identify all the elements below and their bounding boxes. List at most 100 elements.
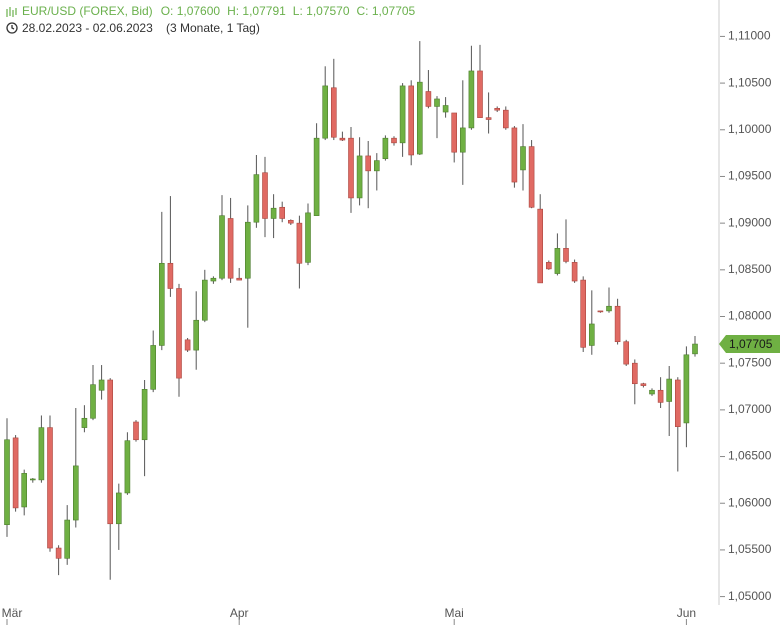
candle-body	[47, 427, 53, 549]
x-tick-label: Jun	[677, 606, 696, 620]
candle-body	[73, 465, 79, 521]
candle-body	[528, 146, 535, 208]
candle-body	[545, 262, 552, 270]
candle-body	[305, 212, 311, 263]
candle-body	[666, 378, 673, 402]
candle-body	[339, 137, 346, 141]
candle-body	[38, 427, 45, 481]
candle-body	[12, 437, 19, 509]
header-text: H: 1,07791	[227, 4, 286, 18]
candle-body	[442, 105, 449, 113]
candle-body	[631, 362, 638, 385]
clock-icon	[6, 22, 18, 34]
candle-body	[124, 440, 131, 494]
x-tick-label: Mär	[2, 606, 23, 620]
candle-body	[81, 417, 88, 428]
candle-body	[330, 87, 337, 138]
candle-body	[313, 137, 320, 216]
candle-body	[623, 341, 630, 365]
candle-body	[279, 206, 286, 219]
candle-body	[657, 389, 664, 403]
candle-body	[202, 279, 208, 321]
candle-body	[365, 155, 372, 172]
x-tick-label: Mai	[445, 606, 464, 620]
candle-body	[451, 112, 458, 153]
candle-body	[245, 221, 251, 279]
candle-body	[580, 279, 587, 348]
candle-body	[219, 215, 225, 279]
y-tick-label: 1,05500	[728, 542, 772, 556]
candle-body	[176, 288, 182, 379]
candle-body	[554, 248, 561, 274]
candle-body	[649, 389, 655, 395]
candle-body	[270, 207, 277, 219]
candle-body	[193, 319, 199, 351]
candle-body	[459, 127, 466, 153]
candle-body	[597, 310, 604, 313]
candle-body	[373, 160, 380, 172]
candle-body	[674, 379, 681, 427]
header-icon	[6, 7, 17, 17]
header-line: EUR/USD (FOREX, Bid) O: 1,07600 H: 1,07791…	[22, 4, 416, 18]
candle-body	[253, 174, 260, 223]
candle-body	[348, 137, 354, 199]
candle-body	[502, 109, 509, 129]
candle-body	[416, 81, 423, 155]
candle-body	[184, 339, 191, 351]
header-text: C: 1,07705	[357, 4, 416, 18]
header-text: L: 1,07570	[293, 4, 350, 18]
candle-body	[287, 220, 294, 224]
candle-body	[571, 262, 578, 282]
y-tick-label: 1,09500	[728, 169, 772, 183]
y-tick-label: 1,06500	[728, 449, 772, 463]
y-tick-label: 1,07500	[728, 355, 772, 369]
candle-body	[159, 262, 165, 346]
candle-body	[116, 492, 122, 525]
x-tick-label: Apr	[230, 606, 249, 620]
candle-body	[296, 222, 303, 264]
candle-body	[64, 519, 70, 559]
candle-body	[98, 379, 105, 391]
header-text: O: 1,07600	[161, 4, 221, 18]
candle-body	[21, 473, 28, 508]
candle-body	[150, 345, 156, 390]
candle-body	[356, 155, 363, 199]
candle-body	[425, 91, 432, 107]
y-tick-label: 1,08000	[728, 309, 772, 323]
candle-body	[434, 98, 440, 107]
candle-body	[511, 127, 518, 183]
candle-body	[606, 305, 612, 312]
candle-body	[236, 277, 242, 281]
candle-body	[167, 262, 174, 289]
candle-body	[520, 146, 526, 171]
date-range: 28.02.2023 - 02.06.2023	[22, 21, 153, 35]
y-tick-label: 1,07000	[728, 402, 772, 416]
candle-body	[485, 117, 492, 120]
candle-body	[322, 85, 329, 139]
y-tick-label: 1,06000	[728, 495, 772, 509]
candle-body	[563, 248, 569, 262]
candle-body	[494, 108, 501, 111]
candle-body	[391, 137, 397, 144]
candle-body	[141, 389, 148, 441]
candle-body	[692, 343, 698, 355]
candle-body	[227, 218, 234, 279]
last-price-badge	[719, 335, 780, 354]
header-text: EUR/USD (FOREX, Bid)	[22, 4, 153, 18]
candle-body	[262, 172, 268, 219]
y-tick-label: 1,09000	[728, 215, 772, 229]
candle-body	[133, 421, 139, 441]
candle-body	[468, 70, 475, 129]
y-tick-label: 1,08500	[728, 262, 772, 276]
candle-body	[683, 354, 690, 424]
candle-body	[399, 85, 406, 144]
last-price-label: 1,07705	[729, 337, 773, 351]
candle-body	[29, 478, 36, 481]
period: (3 Monate, 1 Tag)	[166, 21, 260, 35]
candle-body	[640, 383, 647, 386]
y-tick-label: 1,05000	[728, 589, 772, 603]
candle-body	[408, 85, 415, 156]
candle-body	[4, 439, 10, 526]
candle-body	[537, 208, 544, 284]
